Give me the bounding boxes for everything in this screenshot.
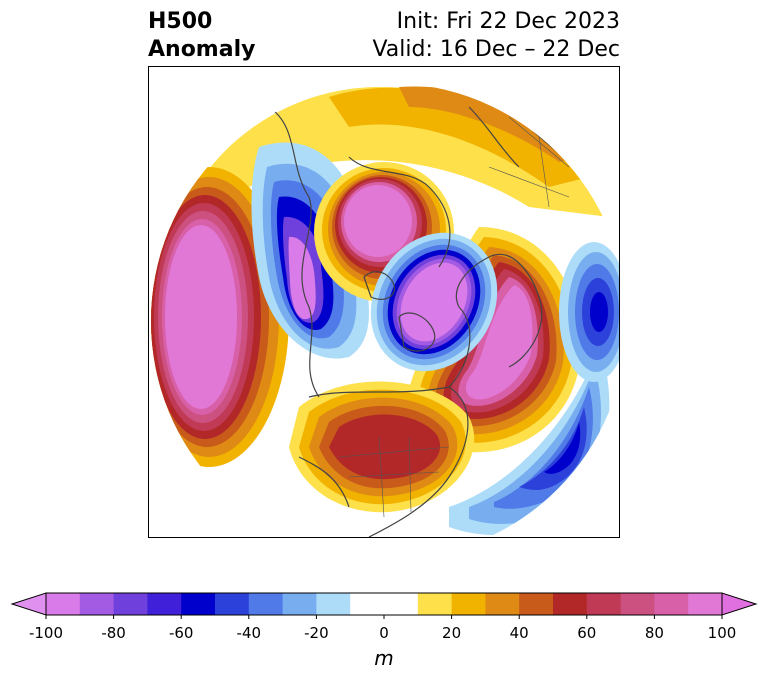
colorbar-bin	[654, 593, 689, 615]
colorbar-tick-label: 80	[644, 624, 664, 642]
colorbar-tick-label: -20	[304, 624, 329, 642]
colorbar-bin	[316, 593, 351, 615]
title-field-type: Anomaly	[148, 37, 256, 62]
colorbar-tick-label: -80	[101, 624, 126, 642]
colorbar-tick-label: 40	[509, 624, 529, 642]
colorbar-bin	[248, 593, 284, 615]
anomaly-map	[151, 86, 619, 537]
title-left: H500 Anomaly	[148, 8, 255, 64]
colorbar-tick-label: 0	[379, 624, 389, 642]
title-field: H500	[148, 9, 213, 34]
title-right: Init: Fri 22 Dec 2023 Valid: 16 Dec – 22…	[372, 8, 620, 64]
colorbar-bin	[147, 593, 182, 615]
colorbar-over-arrow	[721, 592, 758, 616]
colorbar-bin	[485, 593, 520, 615]
colorbar-bin	[350, 593, 419, 615]
colorbar-bin	[586, 593, 622, 615]
political-boundaries	[338, 116, 570, 518]
colorbar-bin	[181, 593, 216, 615]
greenland-scandinavia-negative-anomaly	[370, 232, 498, 372]
colorbar-tick-label: 100	[707, 624, 737, 642]
anomaly-field	[151, 86, 619, 537]
colorbar-under-arrow	[10, 592, 47, 616]
colorbar-tick-label: -40	[236, 624, 262, 642]
colorbar-units: m	[374, 646, 394, 670]
colorbar-tick-label: -100	[28, 624, 64, 642]
canadian-arctic-positive-anomaly	[314, 162, 454, 302]
colorbar-tick-label: -60	[168, 624, 194, 642]
colorbar-bin	[215, 593, 250, 615]
north-pacific-positive-anomaly	[151, 167, 289, 467]
colorbar-bin	[620, 593, 655, 615]
colorbar-bin	[519, 593, 554, 615]
init-time: Init: Fri 22 Dec 2023	[396, 9, 620, 34]
colorbar-bin	[46, 593, 81, 615]
colorbar-tick-label: 20	[442, 624, 462, 642]
colorbar-bin	[79, 593, 115, 615]
map-panel	[148, 66, 620, 538]
valid-period: Valid: 16 Dec – 22 Dec	[372, 37, 620, 62]
colorbar-bin	[113, 593, 148, 615]
colorbar-bin	[688, 593, 723, 615]
colorbar-bin	[553, 593, 588, 615]
colorbar-tick-label: 60	[577, 624, 597, 642]
colorbar-bin	[282, 593, 317, 615]
colorbar	[10, 592, 758, 619]
colorbar-bin	[451, 593, 486, 615]
colorbar-bin	[417, 593, 453, 615]
coastlines	[268, 106, 590, 537]
north-orange-band	[329, 87, 589, 187]
central-asia-negative-anomaly	[559, 242, 619, 382]
north-atlantic-europe-positive-anomaly	[407, 227, 581, 453]
north-darkorange-band	[399, 86, 589, 162]
north-america-positive-anomaly	[289, 381, 475, 513]
